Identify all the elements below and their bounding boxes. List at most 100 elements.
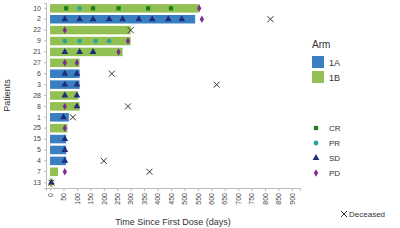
x-tick: 900 — [289, 188, 296, 205]
y-tick-label: 2 — [37, 15, 41, 22]
bar — [50, 91, 78, 99]
y-tick: 15 — [33, 135, 46, 142]
x-tick-mark — [117, 188, 118, 191]
legend-swatch — [312, 71, 324, 83]
y-tick-mark — [44, 84, 46, 85]
y-tick-mark — [44, 73, 46, 74]
marker-circle — [107, 39, 112, 44]
x-tick: 750 — [248, 188, 255, 205]
x-tick-mark — [171, 188, 172, 191]
x-tick: 350 — [141, 188, 148, 205]
y-tick: 22 — [33, 26, 46, 33]
legend-symbol — [314, 126, 318, 130]
marker-diamond — [126, 37, 130, 44]
marker-x — [101, 158, 107, 164]
x-tick-label: 900 — [289, 193, 296, 205]
x-tick: 100 — [74, 188, 81, 205]
y-tick: 28 — [33, 92, 46, 99]
marker-diamond — [75, 59, 79, 66]
x-tick-mark — [238, 188, 239, 191]
bar — [50, 124, 67, 132]
x-tick: 850 — [275, 188, 282, 205]
marker-triangle — [178, 15, 185, 21]
x-tick-label: 450 — [168, 193, 175, 205]
bar — [50, 168, 58, 176]
marker-triangle — [61, 135, 68, 141]
legend-label: Deceased — [349, 210, 385, 219]
x-tick-mark — [104, 188, 105, 191]
x-tick: 200 — [101, 188, 108, 205]
marker-triangle — [149, 15, 156, 21]
y-tick-label: 1 — [37, 114, 41, 121]
marker-triangle — [61, 48, 68, 54]
x-tick-mark — [184, 188, 185, 191]
marker-diamond — [63, 26, 67, 33]
x-tick: 150 — [87, 188, 94, 205]
y-tick-label: 6 — [37, 70, 41, 77]
x-tick: 0 — [47, 188, 54, 197]
marker-triangle — [165, 15, 172, 21]
marker-diamond — [200, 16, 204, 23]
marker-diamond — [63, 103, 67, 110]
x-tick-label: 200 — [101, 193, 108, 205]
x-tick: 50 — [60, 188, 67, 201]
x-axis-line — [47, 189, 301, 192]
x-tick-label: 700 — [235, 193, 242, 205]
bar — [50, 69, 80, 77]
legend-title: Arm — [312, 39, 330, 50]
y-tick-mark — [44, 62, 46, 63]
marker-square — [91, 6, 95, 10]
x-tick-label: 0 — [47, 193, 54, 197]
x-tick-label: 850 — [275, 193, 282, 205]
x-tick-label: 650 — [221, 193, 228, 205]
chart: 0501001502002503003504004505005506006507… — [0, 0, 400, 228]
x-tick-mark — [77, 188, 78, 191]
y-tick: 6 — [37, 70, 46, 77]
x-tick-mark — [90, 188, 91, 191]
x-tick: 650 — [221, 188, 228, 205]
y-axis: 1022292127632881251554713 — [33, 4, 46, 189]
bar — [50, 15, 195, 23]
y-tick-mark — [44, 128, 46, 129]
y-tick-label: 25 — [33, 124, 41, 131]
x-tick: 600 — [208, 188, 215, 205]
x-tick: 800 — [262, 188, 269, 205]
marker-triangle — [135, 15, 142, 21]
marker-triangle — [74, 92, 81, 98]
y-tick-mark — [44, 149, 46, 150]
x-tick-mark — [225, 188, 226, 191]
x-tick-mark — [50, 188, 51, 191]
marker-triangle — [74, 102, 81, 108]
marker-triangle — [61, 157, 68, 163]
x-tick-label: 300 — [127, 193, 134, 205]
y-tick: 1 — [37, 114, 46, 121]
marker-x — [48, 180, 54, 186]
legend: Arm1A1BCRPRSDPDDeceased — [312, 39, 385, 219]
marker-x — [109, 71, 115, 77]
y-tick: 13 — [33, 179, 46, 186]
legend-label: 1B — [329, 73, 340, 83]
bar — [50, 113, 69, 121]
x-tick: 550 — [195, 188, 202, 205]
legend-symbol — [341, 211, 347, 217]
y-tick-label: 4 — [37, 157, 41, 164]
y-tick-label: 9 — [37, 37, 41, 44]
x-tick-mark — [292, 188, 293, 191]
bar — [50, 48, 123, 56]
x-tick-label: 750 — [248, 193, 255, 205]
marker-triangle — [61, 92, 68, 98]
bar — [50, 80, 80, 88]
x-tick: 400 — [154, 188, 161, 205]
y-tick: 9 — [37, 37, 46, 44]
y-tick-mark — [44, 19, 46, 20]
x-tick-label: 500 — [181, 193, 188, 205]
x-tick-label: 50 — [60, 193, 67, 201]
y-tick-label: 28 — [33, 92, 41, 99]
x-tick: 500 — [181, 188, 188, 205]
y-tick-label: 8 — [37, 103, 41, 110]
y-tick: 10 — [33, 5, 46, 12]
y-tick-label: 27 — [33, 59, 41, 66]
marker-diamond — [116, 48, 120, 55]
x-tick: 300 — [127, 188, 134, 205]
y-tick-label: 22 — [33, 26, 41, 33]
